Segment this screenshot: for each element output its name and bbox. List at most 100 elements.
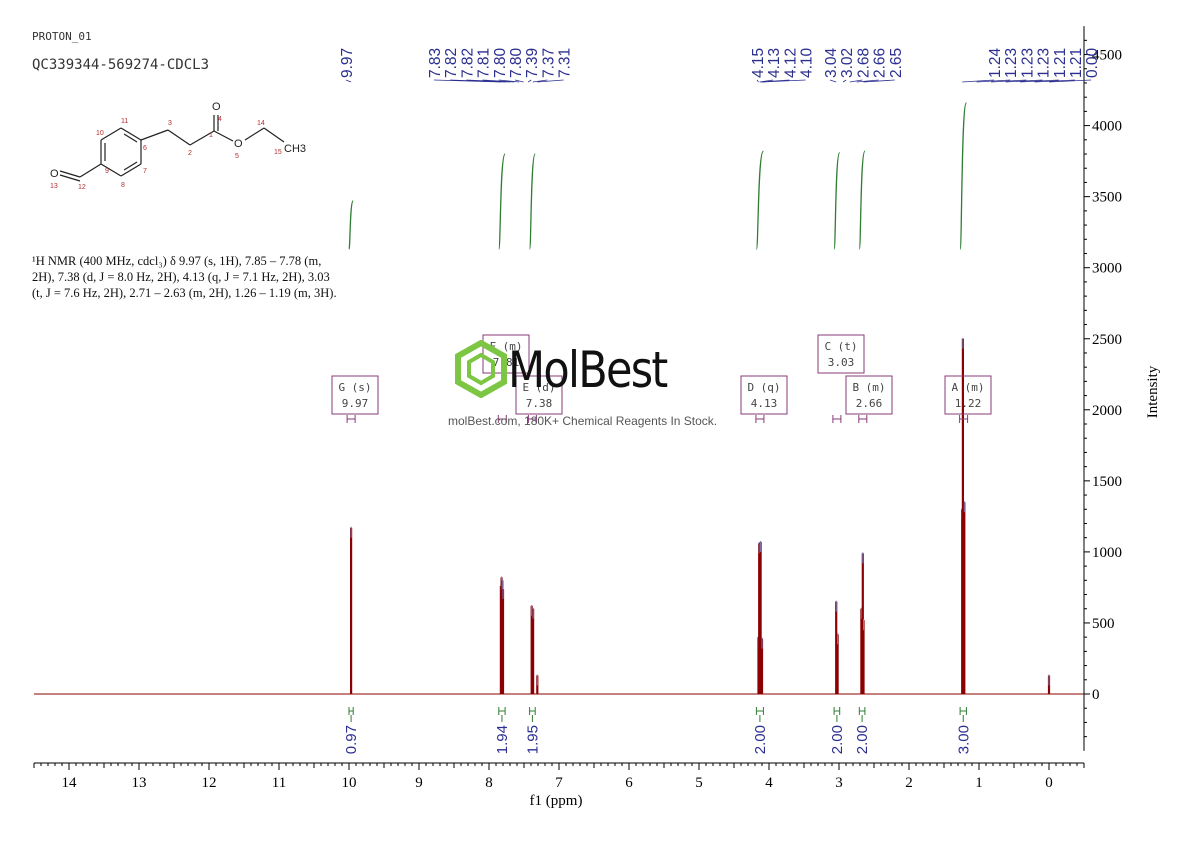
x-tick-label: 3	[835, 775, 843, 791]
peak-label: 1.24	[987, 47, 1004, 78]
multiplet-frame	[944, 375, 992, 415]
atom-label: O	[234, 138, 243, 150]
peak-label: 4.13	[766, 48, 783, 78]
peak-label: 0.00	[1084, 47, 1101, 78]
peak-label-leader	[829, 79, 837, 83]
peak-label-leader	[532, 79, 548, 83]
x-axis-title: f1 (ppm)	[530, 793, 583, 809]
peak-label: 1.23	[1019, 48, 1036, 78]
peak-label-leader	[842, 79, 847, 83]
multiplet-frame	[845, 375, 893, 415]
peak-label: 7.81	[476, 48, 493, 78]
peak-label: 9.97	[339, 48, 356, 78]
multiplet-box: D (q) 4.13	[740, 375, 788, 415]
atom-number: 14	[257, 120, 265, 127]
peak-label-leader	[527, 79, 532, 83]
peak-label: 1.21	[1068, 48, 1085, 78]
multiplet-shift: 3.03	[828, 356, 855, 369]
peak-label: 2.66	[872, 48, 889, 78]
integral-value: 1.95	[524, 725, 541, 754]
experiment-name: PROTON_01	[32, 30, 92, 43]
multiplet-shift: 4.13	[751, 397, 778, 410]
peak-label: 2.68	[855, 48, 872, 78]
integral-curve	[755, 150, 765, 250]
atom-number: 4	[218, 116, 222, 123]
atom-number: 11	[121, 118, 128, 125]
watermark-tagline: molBest.com, 180K+ Chemical Reagents In …	[448, 414, 718, 428]
peak-label: 7.82	[443, 48, 460, 78]
x-tick-label: 0	[1045, 775, 1053, 791]
peak-label-leader	[756, 79, 759, 83]
x-tick-label: 14	[62, 775, 78, 791]
peak-label-leader	[482, 79, 515, 83]
sample-id: QC339344-569274-CDCL3	[32, 57, 210, 73]
peak-label: 3.04	[823, 47, 840, 78]
atom-number: 12	[78, 184, 86, 191]
x-tick-label: 5	[695, 775, 703, 791]
multiplet-box: C (t) 3.03	[817, 334, 865, 374]
multiplet-frame	[515, 375, 563, 415]
peak-label-leader	[976, 79, 1011, 83]
peak-label: 7.83	[427, 48, 444, 78]
x-tick-label: 6	[625, 775, 633, 791]
peak-label: 7.31	[557, 48, 574, 78]
x-tick-label: 10	[342, 775, 357, 791]
integral-curve	[498, 153, 506, 250]
y-tick-label: 500	[1092, 616, 1115, 632]
y-tick-label: 4000	[1092, 119, 1122, 135]
y-tick-label: 1000	[1092, 545, 1122, 561]
multiplet-type: E (d)	[522, 381, 555, 394]
y-tick-label: 4500	[1092, 48, 1122, 64]
peak-label-leader	[1005, 79, 1043, 83]
multiplet-type: B (m)	[852, 381, 885, 394]
x-tick-label: 2	[905, 775, 913, 791]
integral-value: 0.97	[343, 725, 360, 754]
y-tick-label: 1500	[1092, 474, 1122, 490]
integral-curve	[528, 153, 536, 250]
atom-number: 15	[274, 149, 282, 156]
multiplet-type: C (t)	[824, 340, 857, 353]
peak-label: 7.80	[492, 47, 509, 78]
peak-label-leader	[991, 79, 1027, 83]
atom-number: 7	[143, 168, 147, 175]
integral-curve	[858, 150, 866, 250]
peak-label: 2.65	[888, 48, 905, 78]
watermark-brand: MolBest	[508, 341, 668, 399]
atom-label: O	[212, 101, 221, 113]
atom-number: 10	[96, 130, 104, 137]
peak-label-leader	[537, 79, 564, 83]
integral-value: 2.00	[829, 725, 846, 754]
peak-label-leader	[1020, 79, 1059, 83]
atom-number: 8	[121, 182, 125, 189]
x-tick-label: 12	[202, 775, 217, 791]
integral-value: 2.00	[752, 725, 769, 754]
y-tick-label: 2500	[1092, 332, 1122, 348]
multiplet-box: E (d) 7.38	[515, 375, 563, 415]
peak-label-leader	[1048, 79, 1092, 83]
peak-label: 1.23	[1003, 48, 1020, 78]
multiplet-type: G (s)	[338, 381, 371, 394]
nmr-description: ¹H NMR (400 MHz, cdcl₃) δ 9.97 (s, 1H), …	[32, 254, 337, 300]
multiplet-box: G (s) 9.97	[331, 375, 379, 415]
multiplet-type: D (q)	[747, 381, 780, 394]
atom-number: 13	[50, 183, 58, 190]
peak-label: 7.80	[508, 47, 525, 78]
multiplet-box: B (m) 2.66	[845, 375, 893, 415]
x-tick-label: 4	[765, 775, 773, 791]
atom-number: 2	[188, 150, 192, 157]
integral-curve	[959, 102, 968, 250]
peak-label-leader	[849, 79, 863, 83]
watermark-logo-icon	[455, 340, 507, 398]
integral-value: 2.00	[854, 725, 871, 754]
multiplet-box: A (m) 1.22	[944, 375, 992, 415]
peak-label-leader	[863, 79, 895, 83]
peak-label: 4.15	[750, 48, 767, 78]
x-tick-label: 9	[415, 775, 423, 791]
multiplet-frame	[817, 334, 865, 374]
peak-label: 4.10	[799, 47, 816, 78]
multiplet-shift: 2.66	[856, 397, 883, 410]
x-tick-label: 7	[555, 775, 563, 791]
peak-label: 7.37	[540, 48, 557, 78]
multiplet-shift: 7.38	[526, 397, 553, 410]
peak-label-leader	[1034, 79, 1076, 83]
